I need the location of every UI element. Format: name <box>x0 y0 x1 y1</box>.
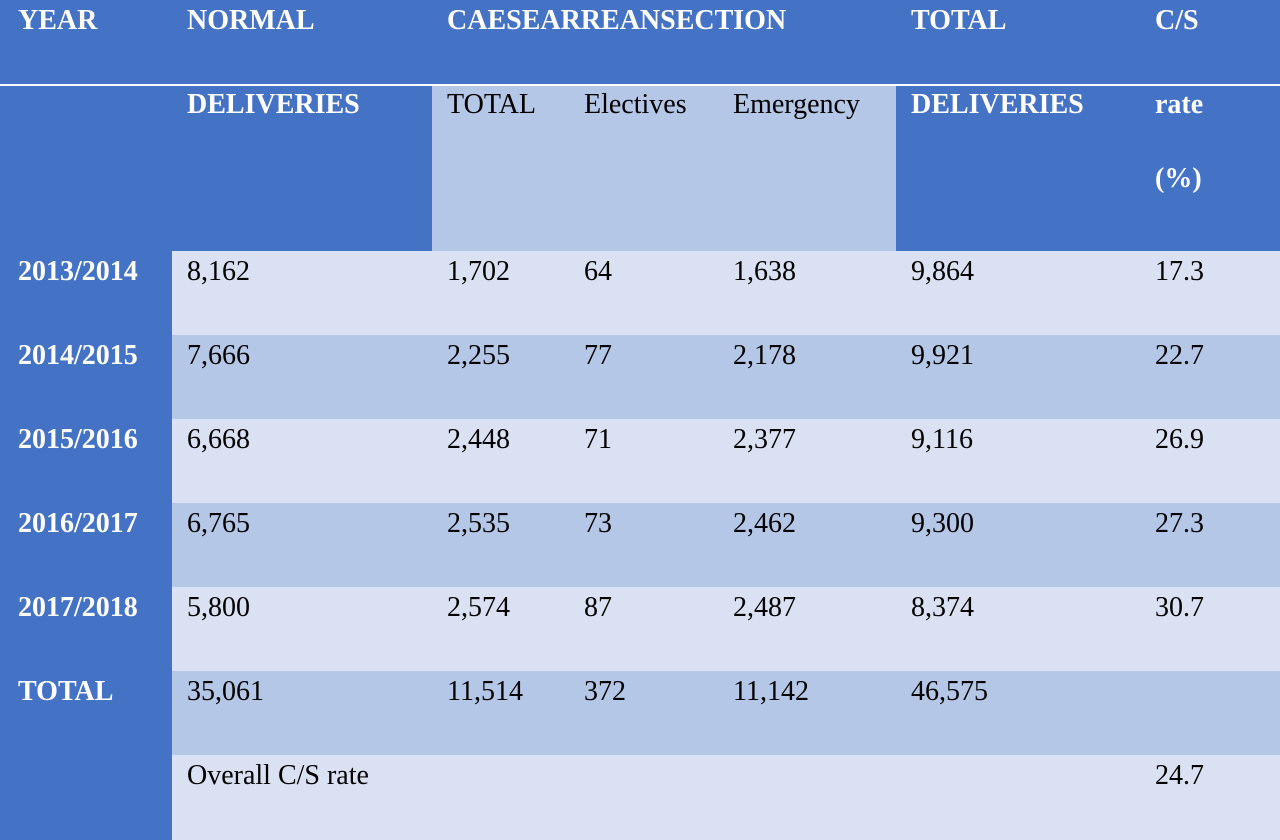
header-rate-line2: rate <box>1155 89 1204 120</box>
row-rate <box>1140 671 1280 755</box>
row-year: 2017/2018 <box>0 587 172 671</box>
row-electives: 87 <box>570 587 719 671</box>
row-year-empty <box>0 755 172 840</box>
row-year: 2014/2015 <box>0 335 172 419</box>
overall-label: Overall C/S rate <box>172 755 1140 840</box>
row-electives: 71 <box>570 419 719 503</box>
row-total: 8,374 <box>896 587 1140 671</box>
row-total: 9,300 <box>896 503 1140 587</box>
row-cs-total: 2,535 <box>432 503 570 587</box>
row-cs-total: 2,574 <box>432 587 570 671</box>
row-rate: 27.3 <box>1140 503 1280 587</box>
row-normal: 5,800 <box>172 587 432 671</box>
header-year: YEAR <box>0 0 172 86</box>
row-total: 9,864 <box>896 251 1140 335</box>
row-cs-total: 2,255 <box>432 335 570 419</box>
overall-rate: 24.7 <box>1140 755 1280 840</box>
header-normal-deliveries: DELIVERIES <box>172 86 432 251</box>
row-emergency: 2,377 <box>719 419 896 503</box>
header-divider <box>0 84 1280 86</box>
row-year: 2015/2016 <box>0 419 172 503</box>
row-rate: 26.9 <box>1140 419 1280 503</box>
row-cs-total: 11,514 <box>432 671 570 755</box>
row-normal: 35,061 <box>172 671 432 755</box>
header-total: TOTAL <box>896 0 1140 86</box>
row-normal: 6,668 <box>172 419 432 503</box>
row-normal: 7,666 <box>172 335 432 419</box>
header-year-cont <box>0 86 172 251</box>
header-normal: NORMAL <box>172 0 432 86</box>
row-electives: 77 <box>570 335 719 419</box>
row-rate: 30.7 <box>1140 587 1280 671</box>
row-electives: 64 <box>570 251 719 335</box>
row-normal: 8,162 <box>172 251 432 335</box>
row-total: 46,575 <box>896 671 1140 755</box>
row-electives: 73 <box>570 503 719 587</box>
row-emergency: 2,178 <box>719 335 896 419</box>
header-cs-total: TOTAL <box>432 86 570 251</box>
row-cs-total: 2,448 <box>432 419 570 503</box>
header-cs-group: CAESEARREANSECTION <box>432 0 896 86</box>
header-rate: C/S <box>1140 0 1280 86</box>
row-electives: 372 <box>570 671 719 755</box>
header-cs-emergency: Emergency <box>719 86 896 251</box>
row-rate: 22.7 <box>1140 335 1280 419</box>
row-cs-total: 1,702 <box>432 251 570 335</box>
header-rate-cont: rate (%) <box>1140 86 1280 251</box>
row-rate: 17.3 <box>1140 251 1280 335</box>
header-cs-electives: Electives <box>570 86 719 251</box>
row-emergency: 11,142 <box>719 671 896 755</box>
row-emergency: 2,487 <box>719 587 896 671</box>
row-emergency: 1,638 <box>719 251 896 335</box>
row-year: 2013/2014 <box>0 251 172 335</box>
row-emergency: 2,462 <box>719 503 896 587</box>
row-total: 9,116 <box>896 419 1140 503</box>
row-normal: 6,765 <box>172 503 432 587</box>
row-total: 9,921 <box>896 335 1140 419</box>
header-total-deliveries: DELIVERIES <box>896 86 1140 251</box>
row-year: TOTAL <box>0 671 172 755</box>
header-rate-line3: (%) <box>1155 163 1202 194</box>
row-year: 2016/2017 <box>0 503 172 587</box>
